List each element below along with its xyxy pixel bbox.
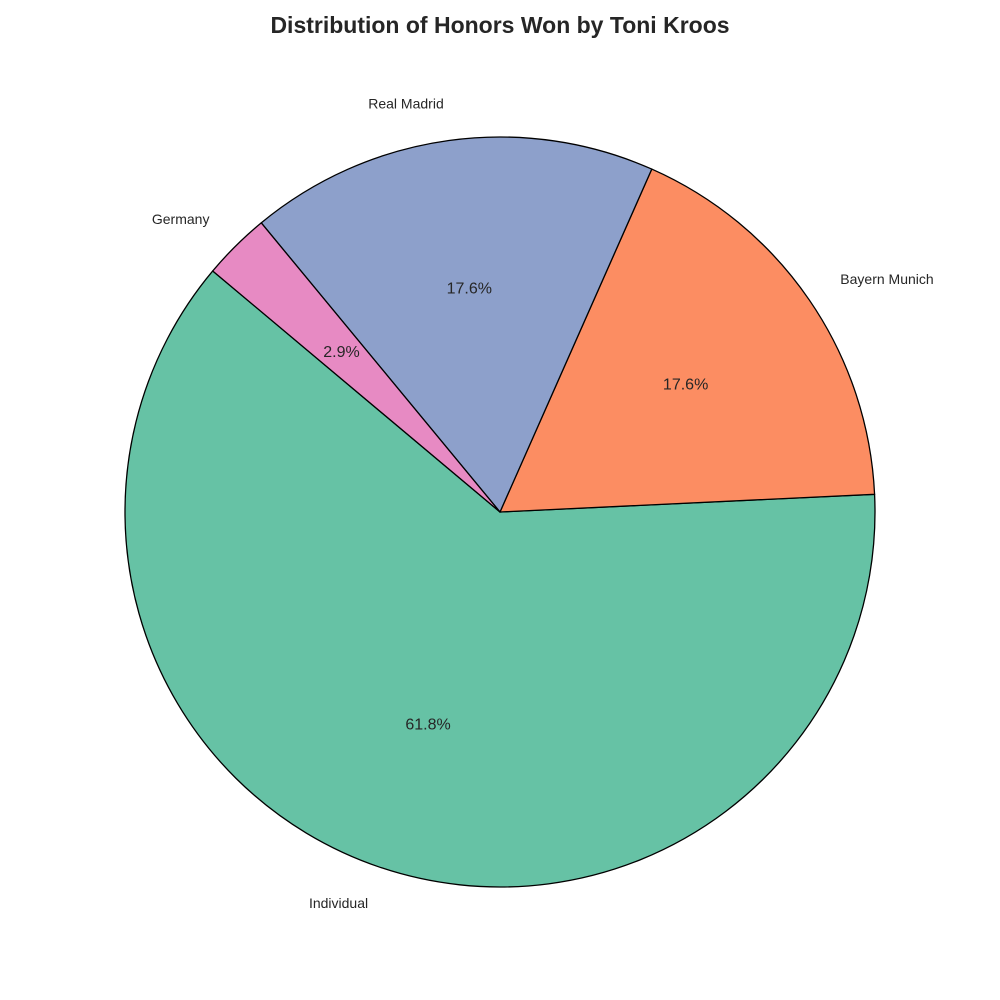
pie-pct-label: 17.6% [663, 376, 708, 393]
pie-category-label: Germany [152, 211, 210, 227]
pie-category-label: Individual [309, 895, 368, 911]
pie-category-label: Real Madrid [368, 95, 443, 111]
pie-pct-label: 61.8% [405, 717, 450, 734]
pie-category-label: Bayern Munich [840, 271, 933, 287]
pie-slice-real-madrid [260, 136, 653, 513]
pie-pct-label: 2.9% [323, 344, 359, 361]
pie-slice-bayern-munich [499, 168, 876, 513]
chart-title: Distribution of Honors Won by Toni Kroos [270, 12, 730, 38]
pie-slice-germany [212, 222, 501, 513]
pie-slice-individual [124, 270, 876, 888]
pie-pct-label: 17.6% [447, 281, 492, 298]
